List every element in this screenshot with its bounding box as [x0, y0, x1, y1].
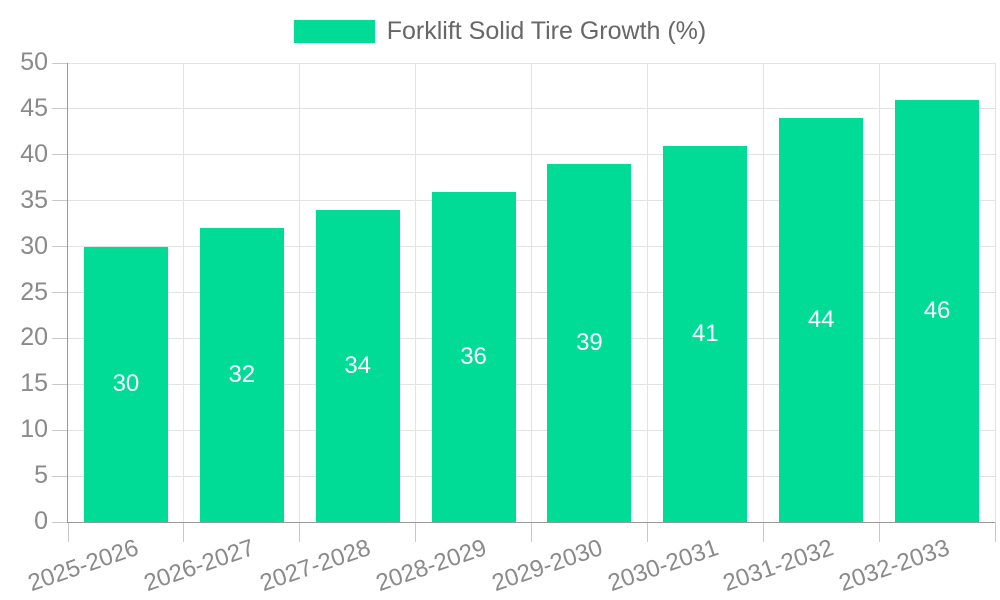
x-axis-tick	[415, 522, 417, 542]
x-gridline	[299, 63, 301, 522]
x-gridline	[878, 63, 880, 522]
y-axis-tick-label: 40	[20, 139, 48, 168]
y-axis-tick-label: 5	[34, 461, 48, 490]
legend-swatch[interactable]	[293, 19, 375, 43]
x-gridline	[762, 63, 764, 522]
y-axis-tick-label: 15	[20, 369, 48, 398]
bar-2027-2028[interactable]	[315, 209, 400, 522]
y-axis-tick	[52, 154, 68, 156]
y-axis-tick-label: 10	[20, 415, 48, 444]
x-axis-line	[67, 522, 995, 523]
x-axis-tick	[878, 522, 880, 542]
x-gridline	[183, 63, 185, 522]
y-axis-tick-label: 35	[20, 185, 48, 214]
x-axis-category-label: 2032-2033	[835, 534, 954, 598]
x-axis-category-label: 2029-2030	[488, 534, 606, 598]
bar-2032-2033[interactable]	[895, 99, 980, 522]
x-axis-category-label: 2030-2031	[604, 534, 722, 598]
y-axis-tick	[52, 292, 68, 293]
y-axis-tick	[52, 62, 68, 64]
bar-value-label: 30	[112, 370, 140, 398]
y-axis-tick	[52, 429, 68, 431]
bar-2026-2027[interactable]	[199, 228, 284, 522]
y-axis-tick-label: 25	[20, 277, 48, 306]
y-axis-tick	[52, 337, 68, 339]
bar-value-label: 32	[228, 361, 256, 389]
x-axis-category-label: 2026-2027	[140, 534, 258, 598]
x-axis-tick	[994, 522, 996, 542]
bar-2028-2029[interactable]	[431, 191, 516, 522]
y-axis-tick-label: 30	[20, 231, 48, 260]
y-axis-tick-label: 50	[20, 48, 48, 76]
y-axis-tick-label: 45	[20, 93, 48, 122]
x-axis-tick	[183, 522, 185, 542]
y-axis-tick-label: 20	[20, 323, 48, 352]
bar-2025-2026[interactable]	[83, 246, 168, 522]
bar-value-label: 46	[923, 296, 951, 324]
x-axis-category-label: 2027-2028	[256, 534, 374, 598]
y-axis-tick	[52, 200, 68, 202]
x-gridline	[415, 63, 417, 522]
y-axis-tick	[52, 383, 68, 385]
x-gridline	[531, 63, 532, 522]
legend-label[interactable]: Forklift Solid Tire Growth (%)	[386, 17, 707, 45]
x-axis-category-label: 2025-2026	[24, 534, 143, 598]
bar-value-label: 44	[807, 306, 835, 334]
bar-value-label: 36	[460, 342, 487, 370]
bar-value-label: 34	[344, 351, 372, 379]
x-axis-tick	[67, 522, 69, 542]
legend[interactable]: Forklift Solid Tire Growth (%)	[0, 17, 1000, 45]
bar-value-label: 39	[576, 328, 603, 356]
x-axis-category-label: 2028-2029	[372, 534, 490, 598]
bar-2031-2032[interactable]	[779, 118, 864, 522]
y-axis-line	[67, 63, 68, 522]
x-axis-tick	[646, 522, 648, 542]
x-gridline	[994, 63, 996, 522]
bar-2029-2030[interactable]	[547, 163, 632, 522]
y-axis-tick-label: 0	[34, 507, 48, 535]
x-axis-category-label: 2031-2032	[720, 534, 838, 598]
y-axis-tick	[52, 521, 68, 523]
bar-value-label: 41	[691, 319, 719, 347]
y-axis-tick	[52, 108, 68, 110]
x-axis-tick	[762, 522, 764, 542]
bar-2030-2031[interactable]	[663, 145, 748, 522]
x-axis-tick	[531, 522, 532, 542]
x-axis-tick	[299, 522, 301, 542]
x-gridline	[646, 63, 648, 522]
y-axis-tick	[52, 475, 68, 477]
y-axis-tick	[52, 246, 68, 248]
